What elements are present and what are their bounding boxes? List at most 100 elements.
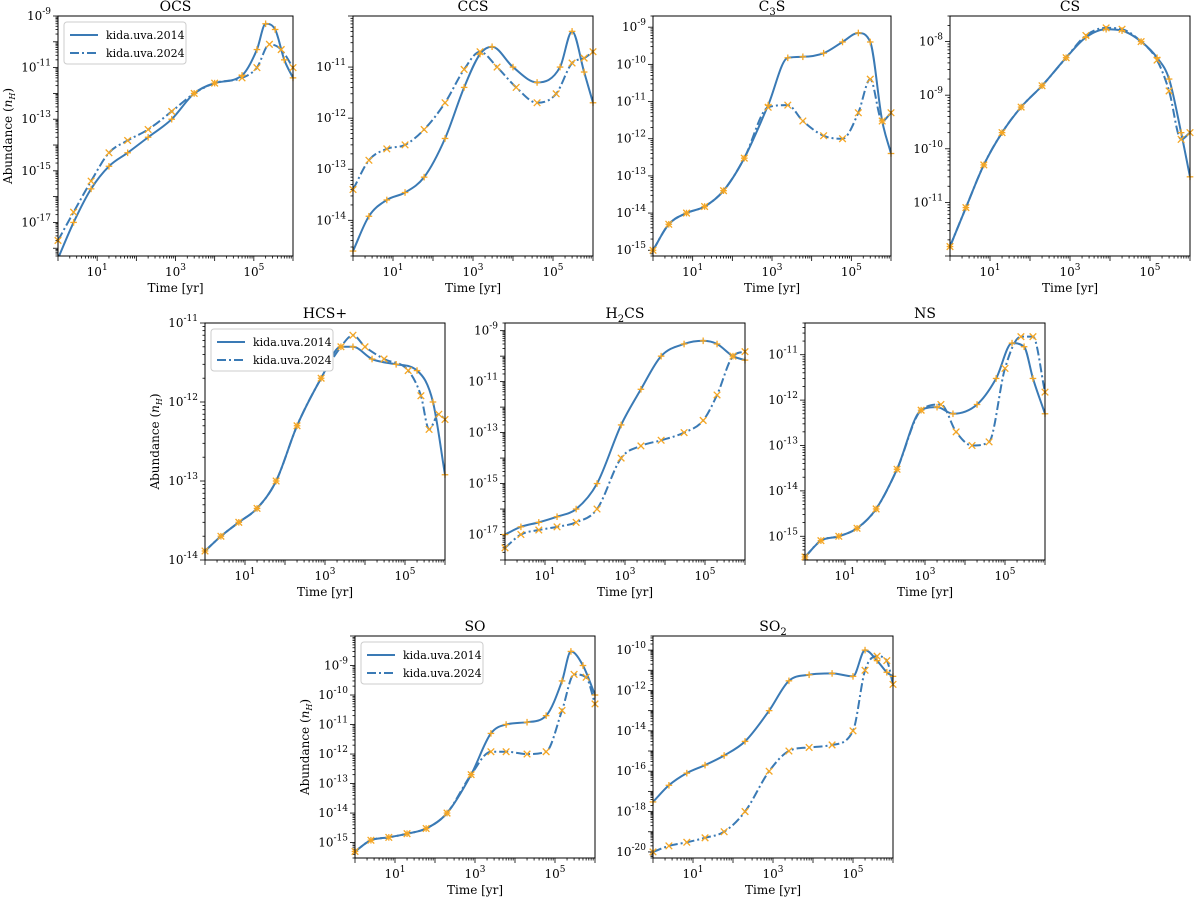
- chart-title: SO2: [759, 619, 786, 638]
- y-tick-label: 10-10: [616, 641, 646, 657]
- panel-ns: NS 101 103 105 10-15 10-14 10-13 10-12 10-11 Time…: [768, 306, 1049, 599]
- data-point-kida-uva-2024: [580, 54, 588, 62]
- data-point-kida-uva-2024: [1017, 103, 1025, 111]
- data-point-kida-uva-2024: [665, 842, 673, 850]
- data-point-kida-uva-2024: [123, 136, 132, 145]
- data-point-kida-uva-2014: [839, 38, 846, 46]
- series-line-kida-uva-2024: [805, 335, 1045, 558]
- data-point-kida-uva-2024: [87, 177, 95, 185]
- data-point-kida-uva-2024: [682, 209, 691, 217]
- data-point-kida-uva-2014: [401, 189, 409, 196]
- data-point-kida-uva-2024: [401, 141, 409, 149]
- y-tick-label: 10-11: [318, 716, 348, 732]
- data-point-kida-uva-2024: [740, 154, 749, 162]
- x-tick-label: 105: [544, 865, 565, 881]
- data-point-kida-uva-2024: [144, 125, 152, 134]
- data-point-kida-uva-2024: [719, 186, 728, 195]
- y-tick-label: 10-17: [21, 213, 51, 229]
- data-point-kida-uva-2014: [699, 337, 707, 345]
- data-point-kida-uva-2024: [713, 391, 721, 399]
- legend-entry: kida.uva.2024: [106, 47, 185, 60]
- chart-title: SO: [464, 619, 485, 635]
- legend-entry: kida.uva.2014: [403, 649, 482, 662]
- data-point-kida-uva-2024: [1017, 332, 1025, 341]
- series-line-kida-uva-2024: [505, 350, 745, 549]
- data-point-kida-uva-2024: [1038, 81, 1046, 90]
- y-tick-label: 10-11: [768, 346, 798, 362]
- data-point-kida-uva-2014: [558, 677, 566, 685]
- x-tick-label: 103: [464, 865, 485, 881]
- series-line-kida-uva-2014: [653, 649, 893, 803]
- data-point-kida-uva-2014: [713, 340, 721, 348]
- data-point-kida-uva-2024: [293, 422, 301, 430]
- y-tick-label: 10-14: [318, 804, 348, 820]
- data-point-kida-uva-2014: [105, 162, 113, 170]
- y-tick-label: 10-15: [468, 475, 498, 491]
- data-point-kida-uva-2024: [701, 834, 709, 842]
- y-tick-label: 10-15: [768, 527, 798, 543]
- data-point-kida-uva-2024: [1082, 31, 1090, 40]
- chart-title: CS: [1060, 0, 1080, 15]
- data-point-kida-uva-2014: [849, 673, 857, 680]
- data-point-kida-uva-2014: [579, 662, 587, 669]
- data-point-kida-uva-2014: [883, 668, 891, 676]
- data-point-kida-uva-2024: [403, 829, 411, 838]
- chart-title: C3S: [759, 0, 786, 18]
- x-axis-label: Time [yr]: [745, 883, 801, 897]
- data-point-kida-uva-2024: [893, 465, 901, 473]
- data-point-kida-uva-2014: [1177, 129, 1185, 136]
- data-point-kida-uva-2014: [866, 38, 874, 46]
- data-point-kida-uva-2024: [1029, 332, 1037, 341]
- data-point-kida-uva-2024: [917, 406, 925, 414]
- panel-ccs: CCS 101 103 105 10-14 10-13 10-12 10-11 Time [yr…: [316, 0, 597, 295]
- y-tick-label: 10-14: [316, 211, 346, 227]
- data-point-kida-uva-2024: [238, 74, 246, 82]
- data-point-kida-uva-2024: [828, 741, 836, 749]
- y-axis-label: Abundance (nH): [148, 393, 164, 490]
- y-axis-label: Abundance (nH): [298, 699, 314, 796]
- y-tick-label: 10-13: [21, 110, 51, 126]
- x-axis-label: Time [yr]: [447, 883, 503, 897]
- data-point-kida-uva-2014: [720, 752, 728, 759]
- data-point-kida-uva-2014: [429, 398, 437, 406]
- series-line-kida-uva-2014: [353, 30, 593, 252]
- plot-frame: [204, 322, 446, 561]
- x-axis-label: Time [yr]: [897, 585, 953, 599]
- data-point-kida-uva-2024: [487, 747, 495, 756]
- data-point-kida-uva-2024: [1177, 135, 1185, 144]
- x-tick-label: 103: [762, 865, 783, 881]
- plot-frame: [804, 322, 1046, 561]
- data-point-kida-uva-2024: [572, 518, 580, 527]
- x-axis-label: Time [yr]: [445, 281, 501, 295]
- data-point-kida-uva-2014: [572, 505, 580, 513]
- panel-c3s: C3S 101 103 105 10-15 10-14 10-13 10-12 10-11 10-…: [616, 0, 895, 295]
- plot-frame: [949, 15, 1191, 257]
- y-tick-label: 10-10: [616, 55, 646, 71]
- data-point-kida-uva-2024: [866, 75, 875, 83]
- data-point-kida-uva-2024: [680, 428, 688, 437]
- x-tick-label: 103: [462, 263, 483, 279]
- data-point-kida-uva-2024: [1001, 364, 1009, 373]
- series-line-kida-uva-2024: [950, 26, 1190, 247]
- data-point-kida-uva-2024: [883, 656, 891, 665]
- x-tick-label: 101: [834, 567, 855, 583]
- data-point-kida-uva-2014: [799, 53, 807, 61]
- chart-title: HCS+: [303, 306, 347, 322]
- y-tick-label: 10-14: [768, 482, 798, 498]
- data-point-kida-uva-2024: [69, 208, 78, 216]
- series-line-kida-uva-2014: [653, 31, 891, 251]
- y-tick-label: 10-13: [768, 436, 798, 452]
- x-tick-label: 103: [761, 263, 782, 279]
- data-point-kida-uva-2014: [144, 133, 152, 141]
- legend-entry: kida.uva.2024: [253, 354, 332, 367]
- data-point-kida-uva-2014: [683, 769, 691, 777]
- data-point-kida-uva-2024: [764, 103, 772, 112]
- data-point-kida-uva-2024: [552, 90, 560, 98]
- plot-frame: [354, 635, 596, 859]
- data-point-kida-uva-2024: [542, 747, 550, 756]
- y-tick-label: 10-18: [616, 803, 646, 819]
- data-point-kida-uva-2024: [799, 117, 807, 125]
- x-tick-label: 103: [914, 567, 935, 583]
- plot-frame: [652, 15, 892, 257]
- x-tick-label: 101: [87, 263, 108, 279]
